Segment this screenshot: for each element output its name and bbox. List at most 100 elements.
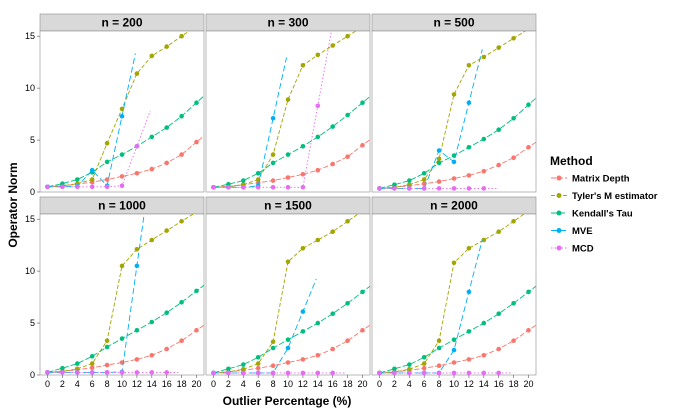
series-line (213, 278, 317, 374)
panel-border (39, 213, 205, 376)
data-point (255, 370, 261, 375)
data-point (511, 36, 516, 41)
panel-border (39, 30, 205, 193)
panel-title: n = 200 (101, 16, 142, 30)
data-point (134, 328, 140, 333)
legend-key-dot (556, 210, 562, 216)
data-point (241, 367, 246, 372)
data-point (315, 103, 321, 109)
data-point (466, 186, 472, 191)
data-point (481, 168, 487, 174)
y-tick-label: 10 (25, 266, 35, 276)
data-point (270, 178, 276, 183)
data-point (89, 365, 95, 371)
data-point (270, 160, 276, 166)
data-point (75, 361, 80, 366)
x-tick-label: 18 (177, 379, 187, 389)
data-point (104, 362, 110, 368)
data-point (407, 367, 412, 372)
data-point (421, 171, 427, 176)
data-point (255, 185, 261, 190)
data-point (134, 263, 140, 269)
data-point (330, 229, 336, 234)
data-point (134, 171, 140, 176)
panel-border (205, 30, 371, 193)
data-point (315, 167, 321, 173)
series-line (213, 285, 370, 374)
data-point (315, 134, 321, 140)
data-point (496, 311, 502, 317)
data-point (226, 370, 231, 375)
data-point (60, 184, 65, 190)
data-point (134, 247, 140, 252)
legend-item: Kendall's Tau (551, 209, 633, 220)
legend-key-dot (556, 228, 562, 233)
series-line (47, 110, 151, 188)
data-point (179, 300, 184, 305)
data-point (89, 354, 95, 359)
x-tick-label: 20 (524, 379, 534, 389)
data-point (392, 370, 397, 375)
data-point (75, 177, 80, 182)
data-point (134, 357, 140, 362)
data-point (360, 328, 365, 333)
legend-title: Method (550, 154, 593, 168)
data-point (270, 339, 276, 345)
data-point (179, 33, 184, 39)
data-point (451, 92, 457, 97)
panel-title: n = 2000 (430, 199, 478, 213)
data-point (451, 176, 457, 181)
data-point (164, 125, 169, 130)
data-point (300, 357, 306, 362)
data-point (89, 184, 95, 190)
series-line (213, 95, 370, 188)
panel-title: n = 1000 (98, 199, 146, 213)
series-line (379, 324, 536, 374)
data-point (481, 370, 487, 375)
x-tick-label: 6 (422, 379, 427, 389)
data-point (45, 370, 50, 375)
data-point (164, 228, 169, 233)
data-point (392, 182, 397, 187)
data-point (330, 346, 336, 352)
x-tick-label: 10 (283, 379, 293, 389)
data-point (466, 289, 472, 295)
data-point (300, 63, 306, 68)
legend-label: Tyler's M estimator (572, 191, 658, 202)
data-point (179, 219, 184, 224)
x-tick-label: 16 (494, 379, 504, 389)
series-line (213, 31, 357, 188)
data-point (194, 100, 199, 105)
data-point (481, 186, 487, 191)
data-point (164, 346, 169, 352)
data-point (451, 370, 457, 375)
y-axis-title: Operator Norm (6, 162, 20, 247)
data-point (119, 263, 125, 269)
x-tick-label: 2 (60, 379, 65, 389)
data-point (511, 301, 516, 306)
data-point (451, 347, 457, 353)
data-point (119, 336, 125, 341)
data-point (149, 53, 155, 59)
data-point (194, 139, 199, 145)
x-tick-label: 20 (358, 379, 368, 389)
x-tick-label: 4 (75, 379, 80, 389)
data-point (481, 353, 487, 358)
x-tick-label: 2 (392, 379, 397, 389)
data-point (241, 370, 246, 375)
data-point (89, 370, 95, 375)
data-point (436, 363, 442, 369)
x-tick-label: 12 (298, 379, 308, 389)
data-point (45, 184, 50, 190)
panel: n = 1500 0 2 4 6 8 10 12 14 16 18 20 (205, 196, 371, 389)
legend-label: Matrix Depth (572, 174, 630, 185)
data-point (315, 320, 321, 326)
data-point (526, 289, 531, 295)
data-point (164, 44, 169, 49)
data-point (179, 338, 184, 344)
data-point (119, 113, 125, 119)
data-point (345, 219, 350, 224)
data-point (149, 134, 155, 140)
